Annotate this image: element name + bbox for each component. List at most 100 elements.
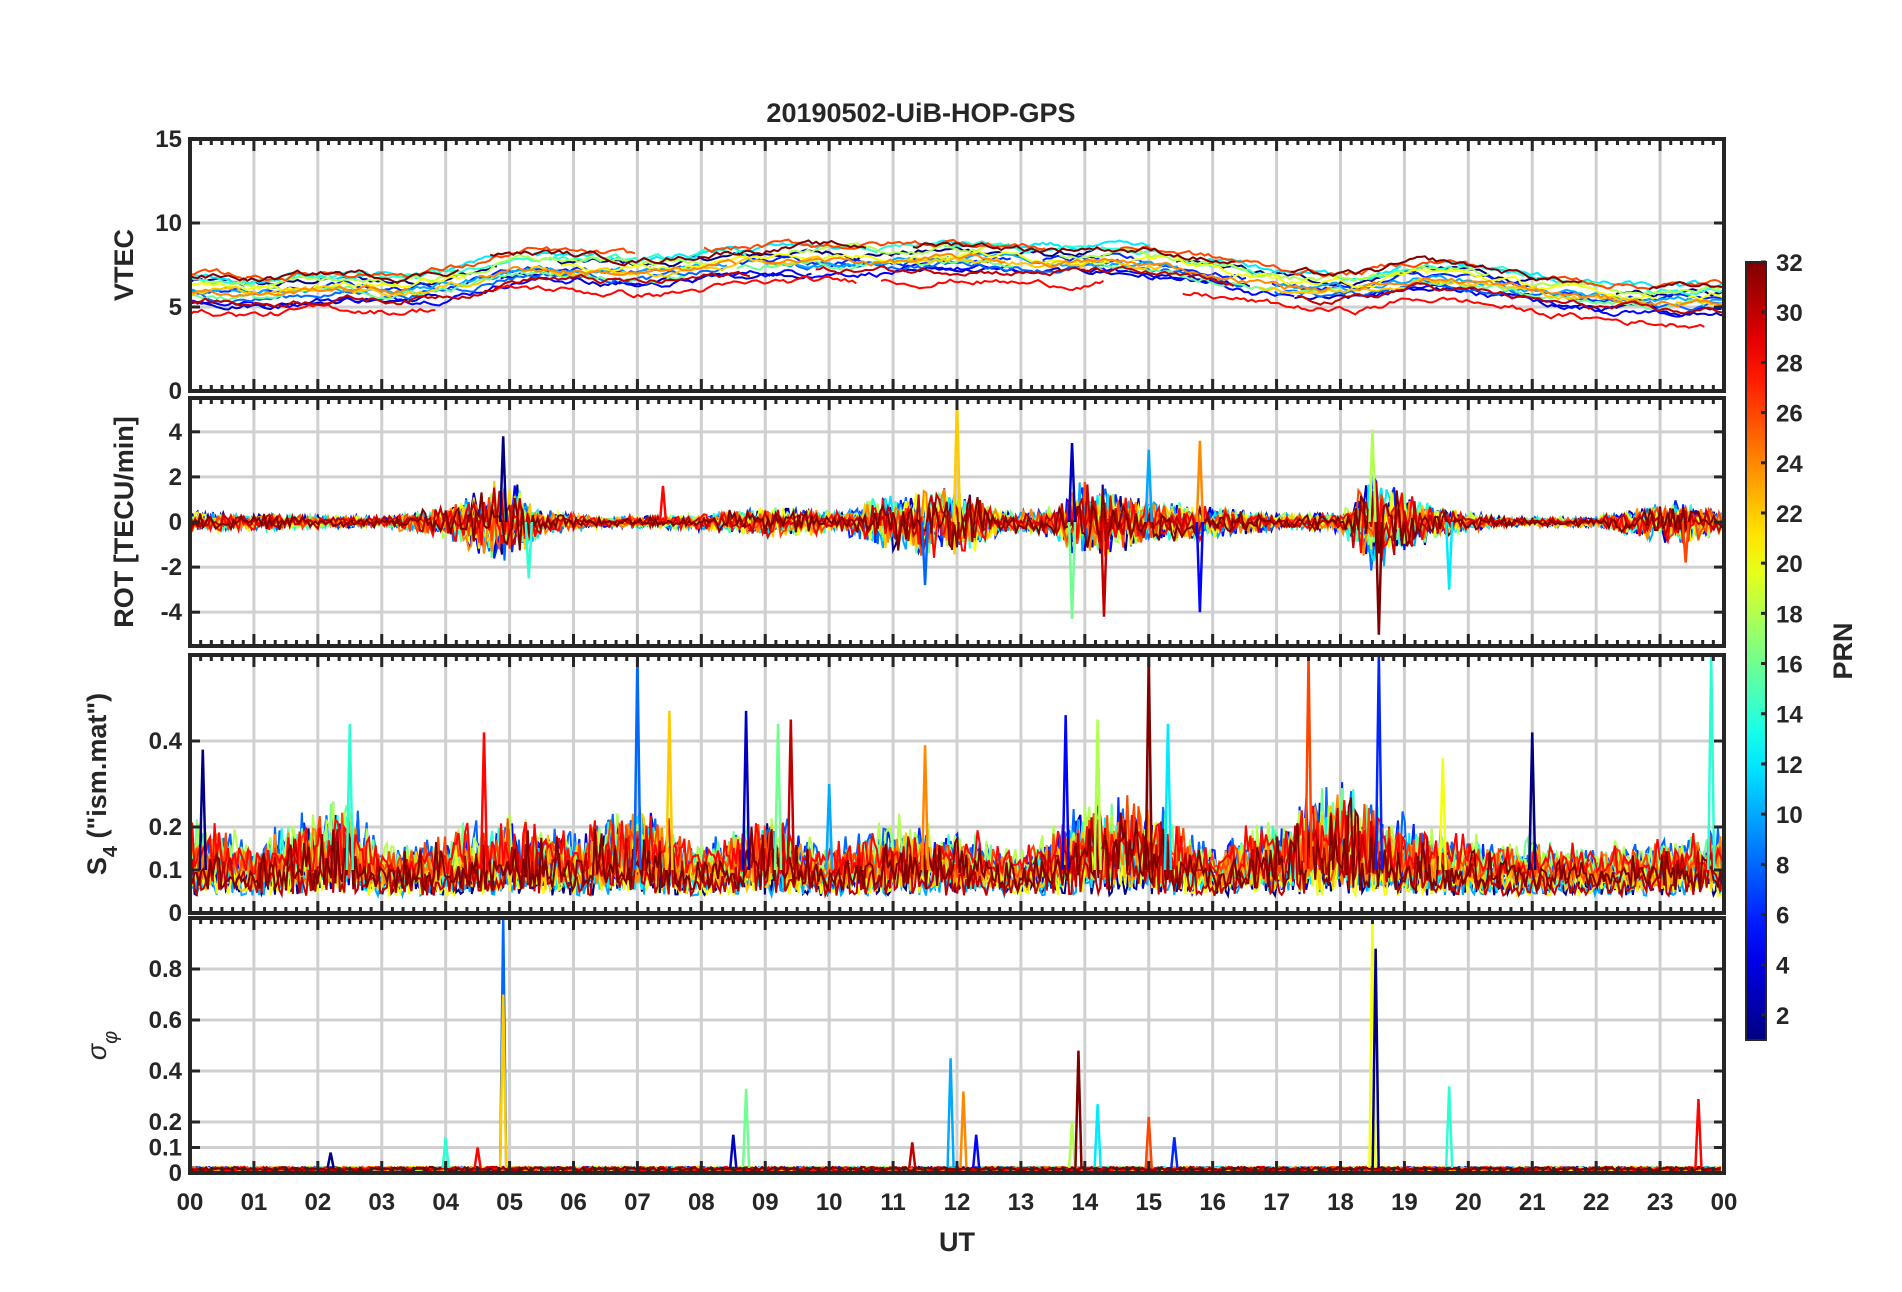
spike-mark [952, 398, 962, 523]
y-tick-label: 0 [169, 1160, 182, 1187]
spike-mark [1368, 429, 1377, 523]
spike-mark [326, 1152, 335, 1169]
colorbar-tick-label: 2 [1776, 1003, 1789, 1030]
y-axis-label-sigma_phi: σφ [82, 1031, 122, 1060]
colorbar-tick-label: 10 [1776, 802, 1803, 829]
x-tick-label: 17 [1263, 1189, 1290, 1216]
x-tick-labels: 00 01 02 03 04 05 06 07 08 09 10 11 12 13 14 15 16 17 18 19… [177, 1189, 1738, 1216]
y-tick-label: 0.4 [149, 728, 183, 755]
chart-title: 20190502-UiB-HOP-GPS [766, 98, 1075, 128]
series-prn-28 [190, 275, 1705, 329]
colorbar-tick-label: 30 [1776, 300, 1803, 327]
series-prn-32 [190, 489, 1724, 554]
y-tick-label: 0.1 [149, 857, 182, 884]
spike-mark [1195, 521, 1205, 613]
panel-rot: -4 -2 0 2 4 ROT [TECU/min] [109, 396, 1726, 648]
colorbar-tick-label: 8 [1776, 852, 1789, 879]
y-tick-label: 0.2 [149, 1109, 182, 1136]
spike-mark [1374, 655, 1384, 871]
spike-mark [1170, 1137, 1179, 1169]
series-prn-26 [190, 795, 1724, 884]
spike-mark [1074, 1050, 1083, 1168]
x-tick-label: 01 [241, 1189, 268, 1216]
x-tick-label: 13 [1008, 1189, 1035, 1216]
x-tick-label: 08 [688, 1189, 715, 1216]
y-tick-label: 0.1 [149, 1135, 182, 1162]
series-prn-24 [190, 252, 1724, 308]
y-tick-label: 0.6 [149, 1007, 182, 1034]
y-tick-label: 0.4 [149, 1058, 183, 1085]
colorbar-tick-label: 24 [1776, 451, 1803, 478]
x-tick-label: 18 [1327, 1189, 1354, 1216]
series-group [190, 238, 1724, 329]
y-tick-label: -4 [161, 599, 183, 626]
spike-mark [908, 1142, 917, 1169]
panel-sigma_phi: 00.10.2 0.4 0.6 0.8 σφ [82, 916, 1726, 1187]
y-axis-label-rot: ROT [TECU/min] [109, 416, 139, 627]
series-prn-32 [190, 239, 1723, 291]
spike-mark [441, 1137, 450, 1169]
colorbar-tick-label: 12 [1776, 752, 1803, 779]
y-tick-label: 4 [169, 419, 183, 446]
spike-mark [1099, 521, 1109, 617]
spike-mark [498, 436, 508, 523]
x-tick-label: 16 [1199, 1189, 1226, 1216]
spike-mark [479, 732, 489, 871]
x-tick-label: 22 [1583, 1189, 1610, 1216]
colorbar-tick-label: 6 [1776, 903, 1789, 930]
y-axis-label-vtec: VTEC [109, 229, 139, 301]
spike-mark [971, 1134, 981, 1169]
y-axis-label-s4: S4 ("ism.mat") [82, 693, 122, 875]
x-tick-label: 20 [1455, 1189, 1482, 1216]
spike-mark [658, 485, 668, 523]
spike-mark [741, 1088, 751, 1168]
spike-mark [633, 655, 642, 871]
x-tick-label: 00 [177, 1189, 204, 1216]
spike-mark [920, 521, 930, 586]
spike-mark [1061, 715, 1070, 871]
spike-mark [729, 1134, 738, 1169]
spike-mark [1528, 732, 1537, 871]
x-tick-label: 06 [560, 1189, 587, 1216]
x-axis-label: UT [939, 1227, 975, 1257]
spike-mark [1371, 948, 1380, 1168]
x-tick-label: 04 [432, 1189, 459, 1216]
x-tick-label: 14 [1071, 1189, 1098, 1216]
x-tick-label: 11 [880, 1189, 905, 1216]
spike-mark [665, 710, 674, 871]
x-tick-label: 21 [1519, 1189, 1546, 1216]
spike-mark [1067, 443, 1077, 523]
spike-mark [345, 723, 355, 871]
spike-mark [920, 745, 930, 871]
colorbar-tick-label: 22 [1776, 501, 1803, 528]
spike-mark [1144, 655, 1153, 871]
x-tick-label: 15 [1135, 1189, 1162, 1216]
spike-mark [1093, 719, 1102, 871]
x-tick-label: 02 [304, 1189, 331, 1216]
spike-mark [473, 1147, 482, 1169]
spike-mark [1144, 449, 1153, 523]
colorbar-tick-label: 18 [1776, 601, 1803, 628]
colorbar-tick-label: 32 [1776, 250, 1803, 277]
spike-mark [946, 1058, 955, 1168]
series-prn-30 [190, 265, 1724, 315]
series-prn-28 [190, 800, 1724, 878]
spike-mark [1067, 521, 1077, 619]
x-tick-label: 05 [496, 1189, 523, 1216]
y-tick-label: 0 [169, 378, 182, 405]
x-tick-label: 00 [1711, 1189, 1738, 1216]
series-group [190, 918, 1722, 1173]
colorbar-tick-label: 16 [1776, 652, 1803, 679]
panel-s4: 0 0.1 0.2 0.4 S4 ("ism.mat") [82, 653, 1726, 927]
spike-mark [741, 710, 751, 871]
spike-mark [773, 723, 783, 871]
panel-vtec: 0 5 10 15 VTEC [109, 126, 1726, 405]
spike-mark [1067, 1121, 1077, 1168]
x-tick-label: 19 [1391, 1189, 1418, 1216]
series-group [190, 398, 1724, 635]
y-tick-label: 2 [169, 464, 182, 491]
spike-mark [959, 1091, 968, 1168]
